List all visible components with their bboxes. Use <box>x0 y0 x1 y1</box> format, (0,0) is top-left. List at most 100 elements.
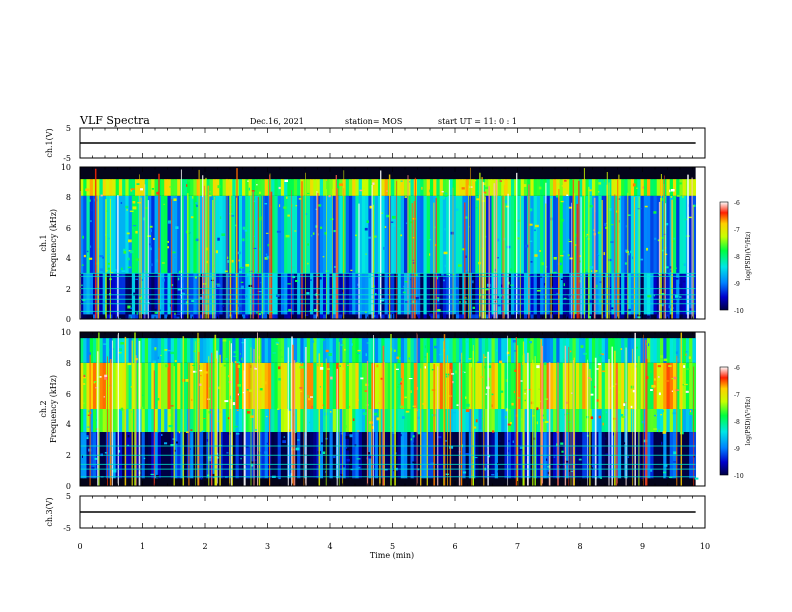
spectrogram-cell <box>203 195 207 274</box>
spectrogram-cell <box>400 409 405 433</box>
spectrogram-cell <box>190 338 194 363</box>
spectrogram-speckle <box>86 250 89 253</box>
spectrogram-cell <box>611 195 616 274</box>
spectrogram-speckle <box>193 350 196 353</box>
spectrogram-speckle <box>314 309 318 312</box>
spectrogram-cell <box>177 338 181 363</box>
spectrogram-speckle <box>330 376 333 380</box>
spectrogram-cell <box>455 409 460 433</box>
spectrogram-cell <box>608 409 612 433</box>
spectrogram-cell <box>543 179 547 196</box>
spectrogram-cell <box>355 179 360 196</box>
spectrogram-cell <box>391 338 395 363</box>
spectrogram-cell <box>523 195 528 274</box>
spectrogram-cell <box>452 409 457 433</box>
spectrogram-speckle <box>129 210 134 212</box>
spectrogram-speckle <box>563 188 567 191</box>
spectrogram-cell <box>394 338 398 363</box>
spectrogram-speckle <box>497 304 501 307</box>
ch2-cbar-tick-7: -7 <box>734 392 740 399</box>
spectrogram-cell <box>387 338 392 363</box>
spectrogram-speckle <box>679 283 682 287</box>
spectrogram-cell <box>167 314 172 319</box>
spectrogram-cell <box>329 338 334 363</box>
spectrogram-speckle <box>597 231 601 234</box>
spectrogram-cell <box>280 179 285 196</box>
spectrogram-speckle <box>236 432 240 435</box>
spectrogram-speckle <box>386 190 388 192</box>
spectrogram-speckle <box>650 469 653 472</box>
spectrogram-speckle <box>174 360 177 363</box>
spectrogram-speckle <box>373 412 378 416</box>
spectrogram-speckle <box>83 374 86 377</box>
spectrogram-cell <box>355 362 360 409</box>
spectrogram-cell <box>193 179 198 196</box>
spectrogram-speckle <box>90 209 93 212</box>
spectrogram-speckle <box>506 278 508 281</box>
spectrogram-speckle <box>469 186 473 188</box>
spectrogram-speckle <box>120 202 123 204</box>
spectrogram-cell <box>209 273 214 315</box>
spectrogram-cell <box>177 314 181 319</box>
spectrogram-cell <box>109 314 113 319</box>
spectrogram-cell <box>676 338 680 363</box>
spectrogram-cell <box>540 195 544 274</box>
spectrogram-speckle <box>588 300 593 303</box>
spectrogram-speckle <box>355 234 357 237</box>
spectrogram-speckle <box>178 270 182 274</box>
spectrogram-speckle <box>445 440 447 442</box>
spectrogram-cell <box>391 179 395 196</box>
spectrogram-speckle <box>627 214 631 216</box>
spectrogram-cell <box>562 314 567 319</box>
spectrogram-speckle <box>683 263 686 266</box>
ch1-colorbar-scale <box>719 201 729 311</box>
spectrogram-speckle <box>639 313 641 315</box>
spectrogram-cell <box>407 179 411 196</box>
spectrogram-speckle <box>476 198 480 201</box>
spectrogram-cell <box>102 273 107 315</box>
spectrogram-speckle <box>216 284 221 287</box>
spectrogram-cell <box>118 362 123 409</box>
spectrogram-speckle <box>94 457 98 460</box>
spectrogram-speckle <box>236 409 239 412</box>
spectrogram-speckle <box>349 406 351 408</box>
spectrogram-speckle <box>376 364 379 368</box>
spectrogram-cell <box>313 273 317 315</box>
spectrogram-speckle <box>459 301 461 303</box>
spectrogram-speckle <box>98 434 102 436</box>
spectrogram-cell <box>258 273 262 315</box>
spectrogram-speckle <box>130 188 133 192</box>
spectrogram-speckle <box>227 256 229 259</box>
spectrogram-cell <box>206 362 211 409</box>
spectrogram-speckle <box>118 352 122 354</box>
spectrogram-speckle <box>246 389 249 391</box>
spectrogram-cell <box>313 314 317 319</box>
spectrogram-cell <box>183 362 188 409</box>
spectrogram-speckle <box>657 376 660 378</box>
spectrogram-cell <box>277 314 282 319</box>
spectrogram-cell <box>553 195 557 274</box>
spectrogram-cell <box>151 273 155 315</box>
spectrogram-cell <box>404 314 408 319</box>
spectrogram-speckle <box>267 243 269 247</box>
spectrogram-cell <box>141 179 146 196</box>
spectrogram-speckle <box>605 453 609 456</box>
spectrogram-cell <box>310 338 314 363</box>
spectrogram-speckle <box>126 209 128 211</box>
spectrogram-speckle <box>668 365 672 367</box>
spectrogram-speckle <box>325 179 328 181</box>
spectrogram-speckle <box>602 370 606 373</box>
spectrogram-cell <box>190 314 194 319</box>
spectrogram-speckle <box>563 297 567 299</box>
spectrogram-speckle <box>258 312 261 316</box>
spectrogram-speckle <box>451 373 455 375</box>
ch1-cbar-tick-9: -9 <box>734 281 740 288</box>
spectrogram-cell <box>180 179 185 196</box>
spectrogram-cell <box>254 273 259 315</box>
spectrogram-cell <box>459 273 463 315</box>
spectrogram-speckle <box>410 390 412 393</box>
spectrogram-cell <box>173 409 178 433</box>
spectrogram-speckle <box>127 444 130 446</box>
spectrogram-cell <box>546 273 551 315</box>
